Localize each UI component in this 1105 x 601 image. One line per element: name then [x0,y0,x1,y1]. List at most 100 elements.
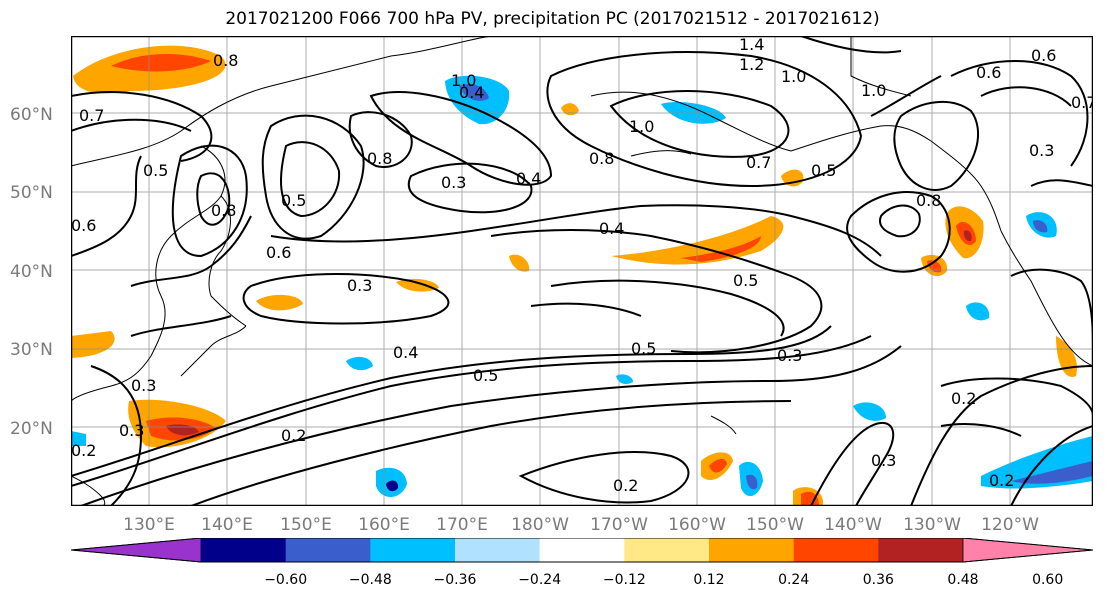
contour-label: 0.8 [916,191,941,210]
colorbar-swatch [793,538,879,562]
map-panel: 1.4 1.2 1.0 1.0 1.0 1.0 0.8 0.8 0.8 0.8 … [71,36,1093,506]
contour-label: 0.2 [989,471,1014,490]
contour-label: 0.8 [589,149,614,168]
contour-label: 0.2 [281,426,306,445]
colorbar-tick-label: 0.36 [862,572,894,588]
colorbar-swatch [878,538,964,562]
contour-label: 0.8 [367,149,392,168]
contour-label: 0.8 [213,51,238,70]
contour-label: 0.5 [811,161,836,180]
colorbar-extend-low [70,537,202,563]
contour-labels: 1.4 1.2 1.0 1.0 1.0 1.0 0.8 0.8 0.8 0.8 … [71,36,1093,495]
contour-label: 1.2 [739,55,764,74]
precip-blob [616,374,633,384]
lon-label-150e: 150°E [280,515,332,535]
contour-label: 0.8 [211,201,236,220]
contour-label: 0.3 [777,346,802,365]
colorbar-outline [70,537,1094,563]
colorbar-tick-label: 0.60 [1032,572,1064,588]
colorbar-tick-label: −0.12 [602,572,646,588]
colorbar-tick-label: −0.60 [264,572,308,588]
contour-label: 0.7 [1071,93,1093,112]
precip-blob [801,491,819,506]
contour-label: 0.5 [631,339,656,358]
colorbar-tick-label: 0.24 [778,572,810,588]
colorbar-swatch [285,538,371,562]
lon-label-170e: 170°E [436,515,488,535]
map-frame [71,36,1093,506]
lat-label-40n: 40°N [10,262,53,282]
precip-blob [561,103,579,116]
precip-blob [256,294,303,311]
colorbar-tick-label: 0.48 [947,572,979,588]
precip-blob [709,458,727,473]
precip-blob [1033,220,1048,233]
pv-contours [71,36,1093,506]
contour-label: 0.4 [599,219,624,238]
precip-blob [396,278,439,292]
precip-blob [459,84,489,101]
coastlines [71,36,1093,506]
colorbar-tick-label: −0.24 [518,572,562,588]
contour-label: 0.3 [347,276,372,295]
lon-label-140e: 140°E [201,515,253,535]
lon-label-160e: 160°E [358,515,410,535]
precip-blob [963,230,972,242]
precip-blob [509,254,530,272]
colorbar-extend-high [962,537,1094,563]
lon-label-180w: 180°W [511,515,569,535]
precip-blob [71,331,115,358]
contour-label: 0.5 [733,271,758,290]
lat-label-20n: 20°N [10,419,53,439]
map-title: 2017021200 F066 700 hPa PV, precipitatio… [225,9,880,29]
contour-label: 0.6 [71,216,96,235]
contour-label: 0.5 [281,191,306,210]
colorbar-tick-label: −0.36 [433,572,477,588]
lon-label-140w: 140°W [824,515,882,535]
precip-blob [71,431,86,446]
contour-label: 0.7 [746,153,771,172]
contour-label: 0.4 [393,343,418,362]
contour-label: 0.6 [266,243,291,262]
contour-label: 0.7 [79,106,104,125]
lon-label-160w: 160°W [668,515,726,535]
colorbar-svg [70,537,1094,563]
contour-label: 0.3 [871,451,896,470]
contour-label: 0.2 [951,389,976,408]
lon-label-170w: 170°W [590,515,648,535]
contour-label: 0.5 [143,161,168,180]
contour-label: 0.3 [441,173,466,192]
colorbar-swatch [370,538,456,562]
precip-blob [111,54,211,72]
precip-shading [71,45,1093,506]
lat-label-60n: 60°N [10,105,53,125]
contour-label: 0.3 [1029,141,1054,160]
map-canvas: 1.4 1.2 1.0 1.0 1.0 1.0 0.8 0.8 0.8 0.8 … [71,36,1093,506]
contour-label: 0.2 [71,441,96,460]
precip-blob [746,474,758,490]
contour-label: 0.3 [131,376,156,395]
contour-label: 0.5 [473,366,498,385]
precip-blob [386,480,399,492]
contour-label: 0.4 [516,169,541,188]
contour-label: 1.0 [861,81,886,100]
lon-label-150w: 150°W [746,515,804,535]
contour-label: 0.4 [459,83,484,102]
precip-blob [966,302,990,321]
lon-label-130e: 130°E [123,515,175,535]
colorbar-swatch [709,538,795,562]
colorbar-tick-label: −0.48 [348,572,392,588]
contour-label: 0.2 [613,476,638,495]
contour-label: 1.0 [451,71,476,90]
contour-label: 0.3 [119,421,144,440]
colorbar-swatch [624,538,710,562]
contour-label: 1.0 [629,117,654,136]
lon-label-130w: 130°W [903,515,961,535]
colorbar [70,537,1095,568]
precip-blob [853,402,886,421]
colorbar-swatch [201,538,287,562]
precip-blob [1011,461,1093,484]
colorbar-swatch [455,538,541,562]
colorbar-swatch [539,538,625,562]
precip-blob [681,236,761,262]
